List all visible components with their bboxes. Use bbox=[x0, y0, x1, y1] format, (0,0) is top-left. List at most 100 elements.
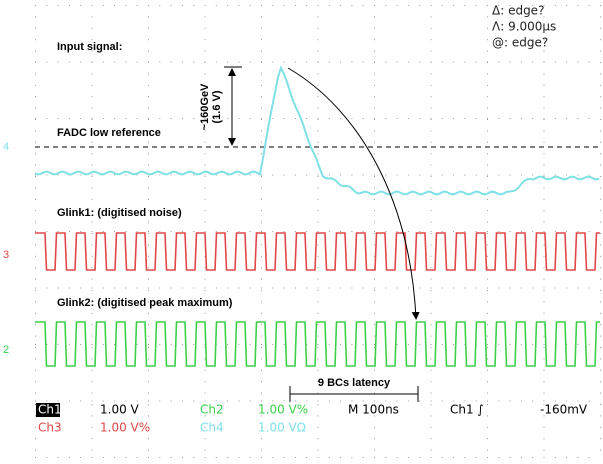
graticule-dot bbox=[318, 199, 319, 200]
graticule-dot bbox=[318, 267, 319, 268]
graticule-dot bbox=[318, 393, 319, 394]
graticule-dot bbox=[205, 279, 206, 280]
graticule-dot bbox=[453, 288, 454, 289]
graticule-dot bbox=[340, 457, 341, 458]
graticule-dot bbox=[284, 175, 285, 176]
graticule-dot bbox=[487, 16, 488, 17]
graticule-dot bbox=[363, 288, 364, 289]
graticule-dot bbox=[363, 62, 364, 63]
graticule-dot bbox=[329, 5, 330, 6]
graticule-dot bbox=[397, 288, 398, 289]
graticule-dot bbox=[35, 39, 36, 40]
graticule-dot bbox=[510, 175, 511, 176]
graticule-dot bbox=[600, 62, 601, 63]
graticule-dot bbox=[431, 96, 432, 97]
graticule-dot bbox=[431, 142, 432, 143]
graticule-dot bbox=[137, 401, 138, 402]
graticule-dot bbox=[544, 244, 545, 245]
graticule-dot bbox=[114, 175, 115, 176]
graticule-dot bbox=[159, 344, 160, 345]
graticule-dot bbox=[193, 5, 194, 6]
graticule-dot bbox=[284, 5, 285, 6]
graticule-dot bbox=[205, 438, 206, 439]
graticule-dot bbox=[92, 267, 93, 268]
graticule-dot bbox=[600, 393, 601, 394]
graticule-dot bbox=[318, 28, 319, 29]
channel-marker: 2 bbox=[3, 344, 9, 356]
graticule-dot bbox=[171, 288, 172, 289]
graticule-dot bbox=[408, 62, 409, 63]
graticule-dot bbox=[92, 393, 93, 394]
graticule-dot bbox=[487, 222, 488, 223]
graticule-dot bbox=[453, 231, 454, 232]
graticule-dot bbox=[498, 344, 499, 345]
graticule-dot bbox=[577, 401, 578, 402]
graticule-dot bbox=[544, 108, 545, 109]
graticule-dot bbox=[159, 288, 160, 289]
graticule-dot bbox=[148, 279, 149, 280]
graticule-dot bbox=[487, 108, 488, 109]
graticule-dot bbox=[385, 457, 386, 458]
graticule-dot bbox=[182, 288, 183, 289]
graticule-dot bbox=[46, 175, 47, 176]
graticule-dot bbox=[261, 85, 262, 86]
graticule-dot bbox=[487, 301, 488, 302]
graticule-dot bbox=[397, 457, 398, 458]
graticule-dot bbox=[318, 288, 319, 289]
graticule-dot bbox=[35, 130, 36, 131]
graticule-dot bbox=[216, 5, 217, 6]
graticule-dot bbox=[137, 231, 138, 232]
graticule-dot bbox=[318, 175, 319, 176]
graticule-dot bbox=[544, 187, 545, 188]
graticule-dot bbox=[544, 256, 545, 257]
graticule-dot bbox=[205, 16, 206, 17]
graticule-dot bbox=[385, 5, 386, 6]
graticule-dot bbox=[510, 62, 511, 63]
graticule-dot bbox=[306, 62, 307, 63]
graticule-dot bbox=[92, 401, 93, 402]
graticule-dot bbox=[340, 288, 341, 289]
graticule-dot bbox=[532, 118, 533, 119]
graticule-dot bbox=[261, 288, 262, 289]
graticule-dot bbox=[555, 5, 556, 6]
graticule-dot bbox=[205, 370, 206, 371]
graticule bbox=[35, 5, 601, 458]
graticule-dot bbox=[272, 401, 273, 402]
graticule-dot bbox=[532, 231, 533, 232]
graticule-dot bbox=[69, 118, 70, 119]
graticule-dot bbox=[431, 51, 432, 52]
graticule-dot bbox=[114, 457, 115, 458]
graticule-dot bbox=[148, 51, 149, 52]
graticule-dot bbox=[487, 39, 488, 40]
graticule-dot bbox=[600, 279, 601, 280]
graticule-dot bbox=[318, 5, 319, 6]
graticule-dot bbox=[577, 175, 578, 176]
graticule-dot bbox=[431, 28, 432, 29]
graticule-dot bbox=[544, 336, 545, 337]
graticule-dot bbox=[431, 324, 432, 325]
graticule-dot bbox=[69, 457, 70, 458]
graticule-dot bbox=[35, 222, 36, 223]
graticule-dot bbox=[374, 393, 375, 394]
graticule-dot bbox=[374, 73, 375, 74]
graticule-dot bbox=[205, 142, 206, 143]
graticule-dot bbox=[171, 118, 172, 119]
graticule-dot bbox=[205, 381, 206, 382]
graticule-dot bbox=[306, 401, 307, 402]
graticule-dot bbox=[600, 96, 601, 97]
graticule-dot bbox=[193, 401, 194, 402]
graticule-dot bbox=[318, 404, 319, 405]
graticule-dot bbox=[238, 175, 239, 176]
graticule-dot bbox=[92, 290, 93, 291]
graticule-dot bbox=[329, 62, 330, 63]
graticule-dot bbox=[261, 231, 262, 232]
graticule-dot bbox=[272, 344, 273, 345]
graticule-dot bbox=[374, 85, 375, 86]
graticule-dot bbox=[92, 404, 93, 405]
graticule-dot bbox=[261, 96, 262, 97]
graticule-dot bbox=[216, 62, 217, 63]
graticule-dot bbox=[284, 231, 285, 232]
graticule-dot bbox=[171, 344, 172, 345]
graticule-dot bbox=[193, 62, 194, 63]
graticule-dot bbox=[295, 231, 296, 232]
